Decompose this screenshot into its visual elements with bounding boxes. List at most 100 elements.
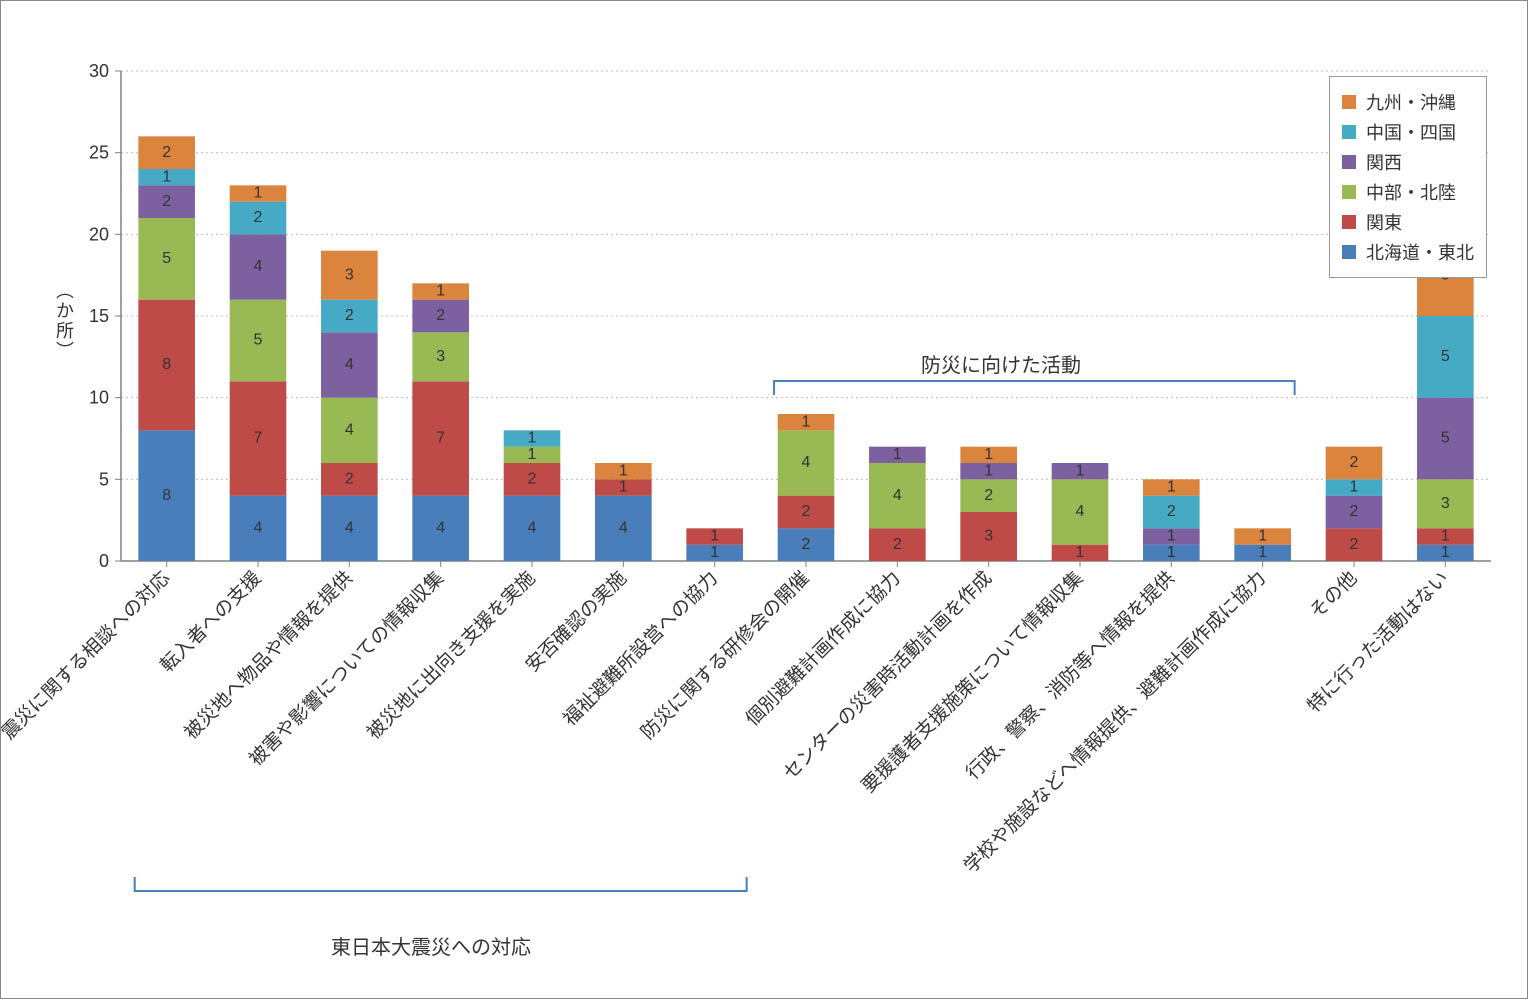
legend-label: 北海道・東北 [1366, 239, 1474, 265]
svg-text:0: 0 [99, 551, 109, 571]
bar-value-label: 4 [254, 520, 263, 537]
bar-value-label: 2 [345, 471, 354, 488]
category-label: 被害や影響についての情報収集 [245, 567, 448, 770]
bar-value-label: 2 [1350, 454, 1359, 471]
svg-text:5: 5 [99, 469, 109, 489]
bar-value-label: 5 [1441, 430, 1450, 447]
bar-value-label: 1 [710, 544, 719, 561]
bar-value-label: 4 [619, 520, 628, 537]
y-axis-label: （か所） [51, 281, 77, 361]
bar-value-label: 2 [254, 209, 263, 226]
svg-text:20: 20 [89, 224, 109, 244]
category-label: その他 [1306, 567, 1362, 623]
bar-value-label: 3 [345, 266, 354, 283]
svg-text:25: 25 [89, 143, 109, 163]
bar-value-label: 4 [528, 520, 537, 537]
bar-value-label: 2 [893, 536, 902, 553]
bar-value-label: 2 [436, 307, 445, 324]
bar-value-label: 1 [984, 462, 993, 479]
svg-text:10: 10 [89, 388, 109, 408]
bar-value-label: 1 [254, 185, 263, 202]
legend-label: 中国・四国 [1366, 119, 1456, 145]
category-label: 防災に関する研修会の開催 [637, 567, 814, 744]
bar-value-label: 4 [893, 487, 902, 504]
svg-text:15: 15 [89, 306, 109, 326]
bar-value-label: 1 [1167, 479, 1176, 496]
category-label: 学校や施設などへ情報提供、避難計画作成に協力 [960, 567, 1270, 877]
annotation-bracket [135, 877, 747, 891]
bar-value-label: 8 [162, 487, 171, 504]
bar-value-label: 1 [802, 413, 811, 430]
bar-value-label: 1 [1350, 479, 1359, 496]
legend-item: 九州・沖縄 [1342, 89, 1474, 115]
legend-item: 中部・北陸 [1342, 179, 1474, 205]
bar-value-label: 1 [1258, 528, 1267, 545]
bar-value-label: 1 [1167, 528, 1176, 545]
bar-value-label: 1 [528, 446, 537, 463]
annotation-text: 防災に向けた活動 [851, 349, 1151, 378]
bar-value-label: 1 [619, 462, 628, 479]
bar-value-label: 1 [1076, 462, 1085, 479]
bar-value-label: 1 [1258, 544, 1267, 561]
bar-value-label: 2 [802, 536, 811, 553]
legend-item: 関東 [1342, 209, 1474, 235]
bar-value-label: 2 [162, 193, 171, 210]
bar-value-label: 4 [345, 356, 354, 373]
legend-label: 関西 [1366, 149, 1402, 175]
bar-value-label: 7 [254, 430, 263, 447]
bar-value-label: 7 [436, 430, 445, 447]
bar-value-label: 5 [1441, 348, 1450, 365]
category-label: 福祉避難所設営への協力 [559, 567, 722, 730]
legend-item: 中国・四国 [1342, 119, 1474, 145]
legend-label: 中部・北陸 [1366, 179, 1456, 205]
legend-item: 北海道・東北 [1342, 239, 1474, 265]
bar-value-label: 1 [893, 446, 902, 463]
legend: 九州・沖縄中国・四国関西中部・北陸関東北海道・東北 [1329, 76, 1487, 278]
bar-value-label: 4 [345, 520, 354, 537]
bar-value-label: 4 [254, 258, 263, 275]
bar-value-label: 5 [254, 332, 263, 349]
legend-swatch [1342, 185, 1356, 199]
legend-swatch [1342, 125, 1356, 139]
bar-value-label: 2 [1350, 503, 1359, 520]
bar-value-label: 1 [710, 528, 719, 545]
bar-value-label: 2 [802, 503, 811, 520]
bar-value-label: 2 [1350, 536, 1359, 553]
bar-value-label: 1 [528, 430, 537, 447]
stacked-bar-chart: 051015202530885212震災に関する相談への対応475421転入者へ… [1, 1, 1528, 1000]
legend-swatch [1342, 215, 1356, 229]
bar-value-label: 4 [802, 454, 811, 471]
bar-value-label: 1 [1441, 528, 1450, 545]
bar-value-label: 1 [436, 283, 445, 300]
bar-value-label: 3 [984, 528, 993, 545]
bar-value-label: 1 [1167, 544, 1176, 561]
bar-value-label: 2 [1167, 503, 1176, 520]
bar-value-label: 2 [162, 144, 171, 161]
legend-swatch [1342, 155, 1356, 169]
bar-value-label: 2 [528, 471, 537, 488]
bar-value-label: 4 [436, 520, 445, 537]
legend-swatch [1342, 95, 1356, 109]
bar-value-label: 2 [345, 307, 354, 324]
legend-item: 関西 [1342, 149, 1474, 175]
category-label: 被災地に出向き支援を実施 [363, 567, 540, 744]
legend-label: 関東 [1366, 209, 1402, 235]
bar-value-label: 8 [162, 356, 171, 373]
bar-value-label: 4 [1076, 503, 1085, 520]
legend-label: 九州・沖縄 [1366, 89, 1456, 115]
category-label: 震災に関する相談への対応 [1, 567, 174, 744]
svg-text:30: 30 [89, 61, 109, 81]
bar-value-label: 4 [345, 422, 354, 439]
bar-value-label: 1 [1441, 544, 1450, 561]
bar-value-label: 3 [436, 348, 445, 365]
bar-value-label: 1 [1076, 544, 1085, 561]
bar-value-label: 1 [984, 446, 993, 463]
chart-frame: （か所） 051015202530885212震災に関する相談への対応47542… [0, 0, 1528, 999]
category-label: 個別避難計画作成に協力 [742, 567, 905, 730]
bar-value-label: 2 [984, 487, 993, 504]
bar-value-label: 5 [162, 250, 171, 267]
bar-value-label: 1 [162, 168, 171, 185]
annotation-bracket [774, 381, 1295, 395]
category-label: 被災地へ物品や情報を提供 [180, 567, 357, 744]
bar-value-label: 1 [619, 479, 628, 496]
